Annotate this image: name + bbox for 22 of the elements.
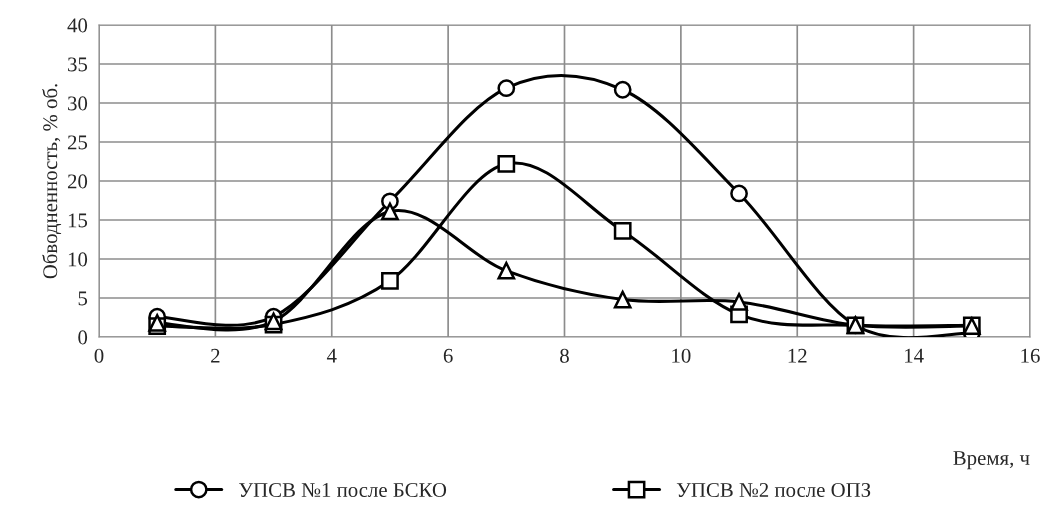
x-tick-label: 6 xyxy=(443,348,453,363)
y-axis-title: Обводненность, % об. xyxy=(42,84,62,279)
x-tick-label: 4 xyxy=(326,348,337,363)
x-axis-title: Время, ч xyxy=(953,451,1030,470)
x-tick-label: 12 xyxy=(788,348,807,363)
legend-label: УПСВ №2 после ОПЗ xyxy=(676,483,871,498)
y-tick-label: 30 xyxy=(68,96,88,111)
y-tick-label: 25 xyxy=(67,135,88,150)
y-tick-label: 10 xyxy=(68,252,88,267)
y-tick-label: 35 xyxy=(68,57,88,72)
y-tick-label: 20 xyxy=(67,174,88,189)
y-tick-label: 40 xyxy=(67,18,88,33)
x-tick-label: 14 xyxy=(905,348,924,363)
x-tick-label: 8 xyxy=(560,348,569,363)
x-tick-label: 2 xyxy=(211,348,220,363)
y-tick-label: 0 xyxy=(78,330,88,345)
x-tick-label: 0 xyxy=(94,348,104,363)
x-tick-label: 10 xyxy=(672,348,691,363)
y-tick-label: 5 xyxy=(78,291,88,306)
legend-label: УПСВ №1 после БСКО xyxy=(239,483,447,498)
y-tick-label: 15 xyxy=(68,213,88,228)
x-tick-label: 16 xyxy=(1021,348,1040,363)
